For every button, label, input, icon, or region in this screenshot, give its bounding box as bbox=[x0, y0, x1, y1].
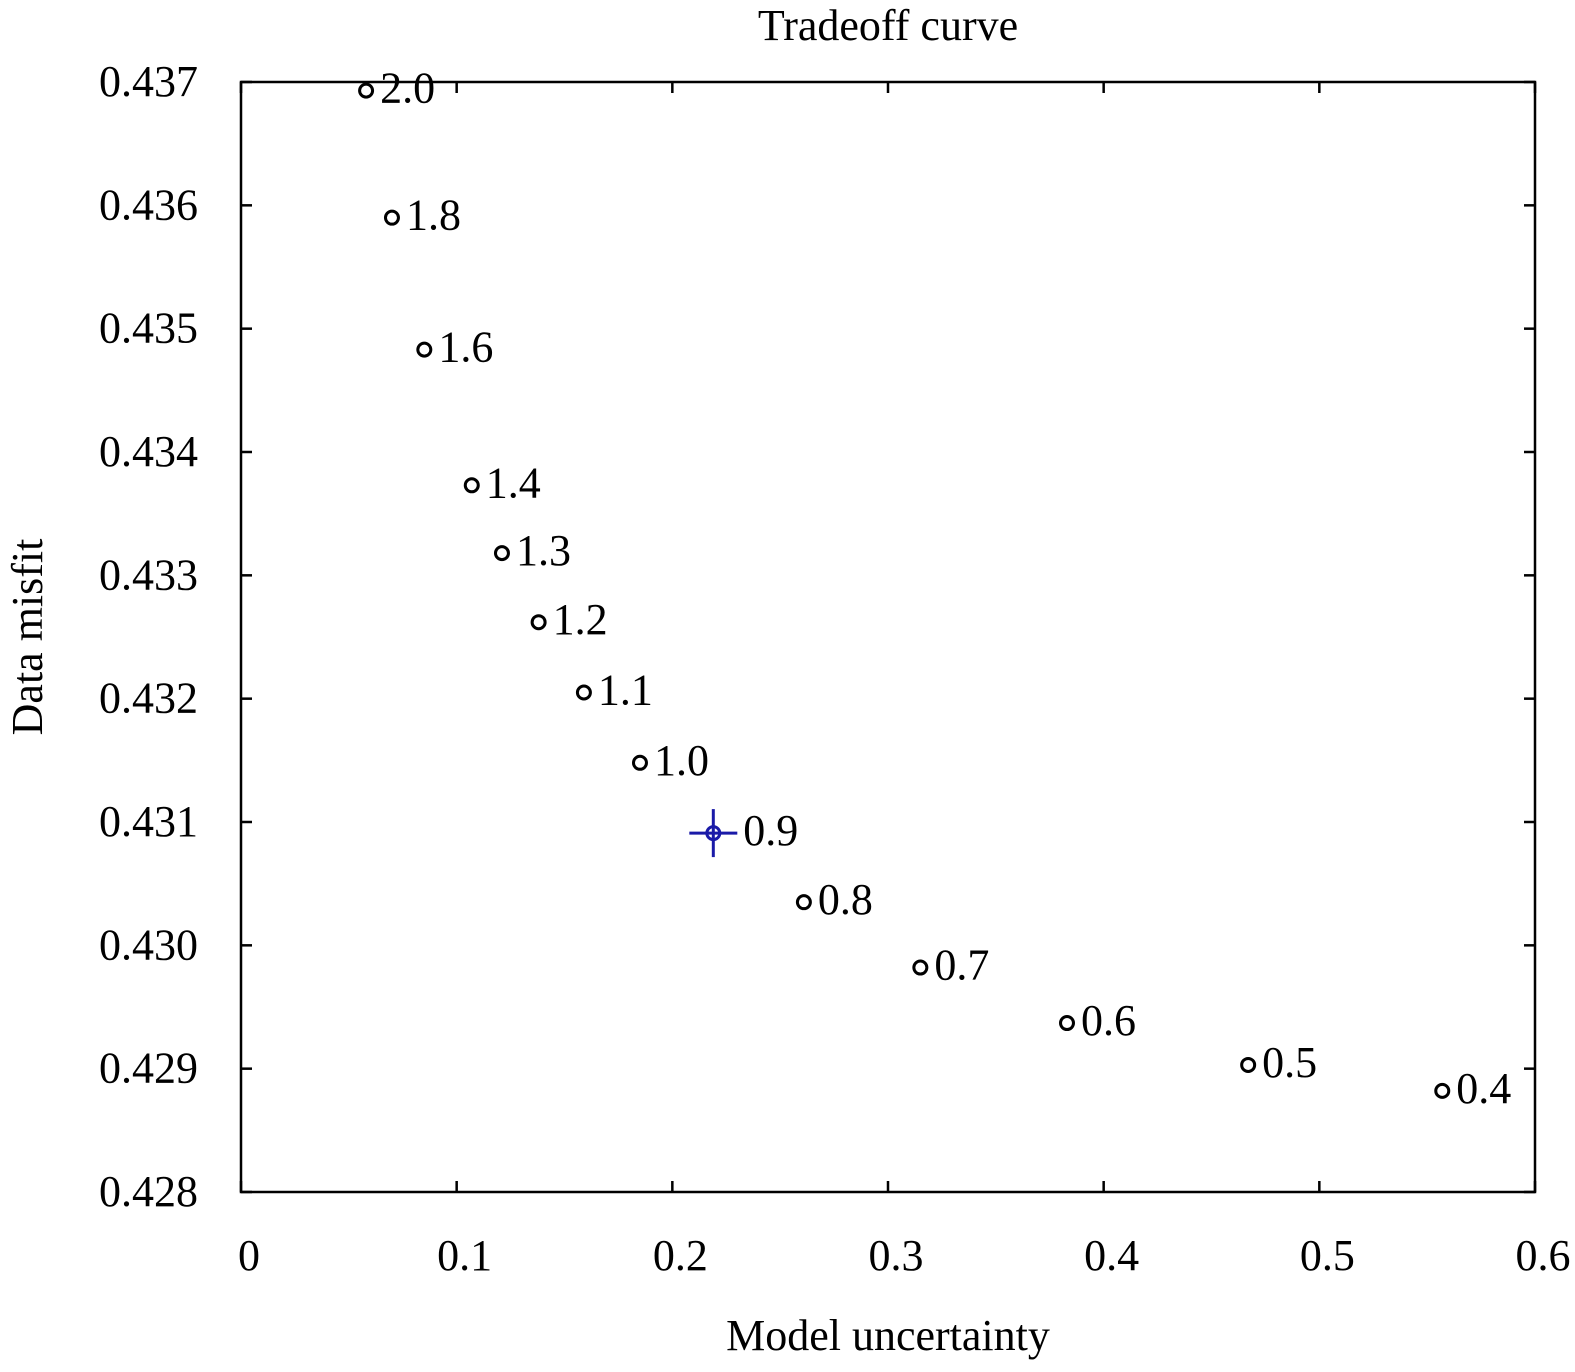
data-point-label: 0.6 bbox=[1081, 996, 1136, 1045]
data-point bbox=[463, 477, 480, 494]
data-point bbox=[493, 545, 510, 562]
data-point bbox=[416, 341, 433, 358]
data-point bbox=[383, 209, 400, 226]
y-tick-label: 0.434 bbox=[99, 427, 198, 476]
data-point bbox=[358, 82, 375, 99]
selected-data-point bbox=[705, 825, 722, 842]
x-tick-label: 0.4 bbox=[1084, 1231, 1139, 1280]
data-point-label: 0.4 bbox=[1456, 1064, 1511, 1113]
x-tick-label: 0.2 bbox=[653, 1231, 708, 1280]
y-tick-labels: 0.428 0.429 0.430 0.431 0.432 0.433 0.434 0.435… bbox=[99, 57, 198, 1216]
data-point bbox=[575, 684, 592, 701]
data-points bbox=[358, 82, 1451, 1099]
y-tick-label: 0.433 bbox=[99, 550, 198, 599]
chart-title: Tradeoff curve bbox=[758, 1, 1018, 50]
selected-point-label: 0.9 bbox=[743, 806, 798, 855]
y-tick-label: 0.429 bbox=[99, 1044, 198, 1093]
data-point bbox=[1434, 1082, 1451, 1099]
data-point bbox=[912, 959, 929, 976]
y-tick-label: 0.430 bbox=[99, 920, 198, 969]
axis-ticks bbox=[239, 80, 1537, 1194]
y-tick-label: 0.436 bbox=[99, 180, 198, 229]
y-tick-label: 0.431 bbox=[99, 797, 198, 846]
x-tick-label: 0.1 bbox=[437, 1231, 492, 1280]
y-axis-title: Data misfit bbox=[3, 539, 52, 736]
x-tick-label: 0.3 bbox=[869, 1231, 924, 1280]
y-tick-label: 0.437 bbox=[99, 57, 198, 106]
data-point bbox=[631, 754, 648, 771]
data-point-label: 1.8 bbox=[406, 191, 461, 240]
x-tick-label: 0.6 bbox=[1516, 1231, 1571, 1280]
data-point-label: 0.8 bbox=[818, 875, 873, 924]
y-tick-label: 0.432 bbox=[99, 674, 198, 723]
data-point-labels: 2.0 1.8 1.6 1.4 1.3 1.2 1.11.0 0.8 0.7 0.6 0.5 0.4 0… bbox=[380, 64, 1511, 1113]
plot-frame bbox=[239, 80, 1537, 1194]
x-axis-title: Model uncertainty bbox=[726, 1311, 1050, 1360]
data-point-label: 0.5 bbox=[1262, 1038, 1317, 1087]
data-point-label: 0.7 bbox=[934, 941, 989, 990]
data-point bbox=[1059, 1015, 1076, 1032]
data-point bbox=[530, 614, 547, 631]
data-point-label: 2.0 bbox=[380, 64, 435, 113]
y-tick-label: 0.435 bbox=[99, 304, 198, 353]
x-tick-label: 0 bbox=[238, 1231, 260, 1280]
data-point-label: 1.2 bbox=[553, 595, 608, 644]
data-point-label: 1.6 bbox=[438, 323, 493, 372]
x-tick-labels: 0 0.1 0.2 0.3 0.4 0.5 0.6 bbox=[238, 1231, 1571, 1280]
data-point-label: 1.1 bbox=[598, 666, 653, 715]
data-point-label: 1.0 bbox=[654, 736, 709, 785]
y-tick-label: 0.428 bbox=[99, 1167, 198, 1216]
data-point-label: 1.3 bbox=[516, 526, 571, 575]
x-tick-label: 0.5 bbox=[1300, 1231, 1355, 1280]
data-point-label: 1.4 bbox=[486, 458, 541, 507]
data-point bbox=[795, 894, 812, 911]
data-point bbox=[1240, 1056, 1257, 1073]
